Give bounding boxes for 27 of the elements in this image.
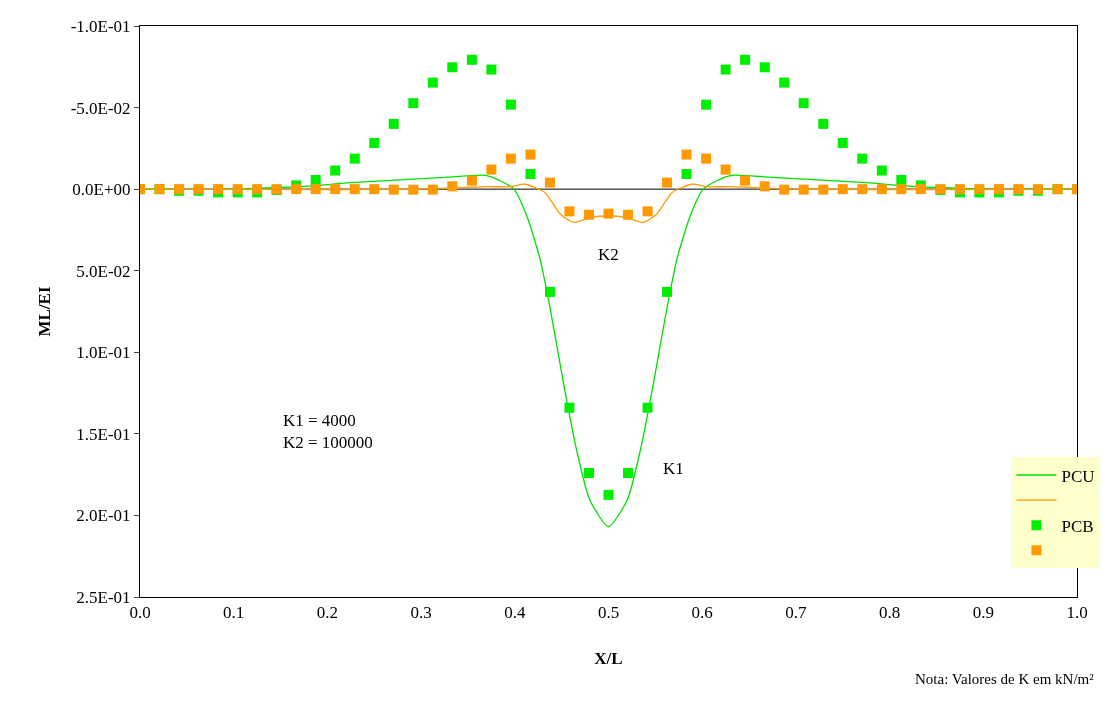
y-tick-label: 1.5E-01 bbox=[76, 424, 131, 444]
annotation: K1 bbox=[663, 459, 684, 478]
x-tick-label: 0.5 bbox=[597, 603, 620, 623]
y-tick-label: -5.0E-02 bbox=[70, 98, 131, 118]
y-tick-label: 2.5E-01 bbox=[76, 587, 131, 607]
x-tick-label: 0.1 bbox=[223, 603, 245, 623]
legend-label: PCU bbox=[1061, 466, 1095, 486]
text: Nota: Valores de K em kN/m² bbox=[915, 671, 1095, 687]
y-tick-label: -1.0E-01 bbox=[70, 16, 131, 36]
y-tick-label: 0.0E+00 bbox=[72, 180, 131, 200]
x-tick-label: 0.9 bbox=[972, 603, 994, 623]
y-tick-label: 2.0E-01 bbox=[76, 506, 131, 526]
legend-label: PCB bbox=[1061, 516, 1094, 536]
x-axis-title: X/L bbox=[594, 648, 623, 668]
x-tick-label: 0.8 bbox=[878, 603, 901, 623]
x-tick-label: 0.0 bbox=[129, 603, 151, 623]
x-tick-label: 0.6 bbox=[691, 603, 713, 623]
x-tick-label: 0.2 bbox=[316, 603, 339, 623]
x-tick-label: 0.7 bbox=[785, 603, 808, 623]
x-tick-label: 0.3 bbox=[410, 603, 432, 623]
annotation: K2 bbox=[598, 245, 619, 264]
x-tick-label: 1.0 bbox=[1066, 603, 1088, 623]
y-tick-label: 5.0E-02 bbox=[76, 261, 131, 281]
annotation: K1 = 4000 K2 = 100000 bbox=[283, 411, 373, 453]
x-tick-label: 0.4 bbox=[504, 603, 526, 623]
y-axis-title: ML/EI bbox=[35, 286, 55, 337]
y-tick-label: 1.0E-01 bbox=[76, 343, 131, 363]
